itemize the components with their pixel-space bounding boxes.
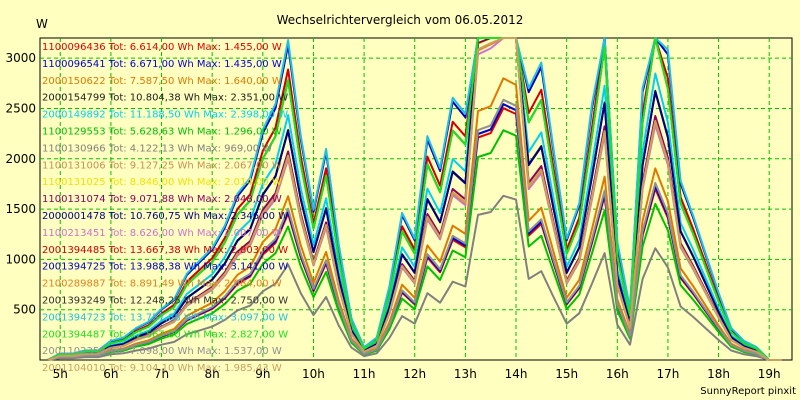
legend-entry-2001102358: 2001102358 Tot: 7.098,00 Wh Max: 1.537,0… [42, 346, 282, 357]
x-tick-label: 14h [505, 367, 528, 381]
legend-entry-2001394487: 2001394487 Tot: 12.567,00 Wh Max: 2.827,… [42, 329, 288, 340]
series-line-2001394487 [47, 37, 782, 361]
legend-entry-1100096436: 1100096436 Tot: 6.614,00 Wh Max: 1.455,0… [42, 42, 282, 53]
x-tick-label: 10h [302, 367, 325, 381]
x-tick-label: 7h [154, 367, 169, 381]
legend-entry-2001394723: 2001394723 Tot: 13.757,88 Wh Max: 3.097,… [42, 312, 288, 323]
series-line-2000150622 [47, 77, 782, 361]
x-tick-label: 8h [205, 367, 220, 381]
legend-entry-1100129553: 1100129553 Tot: 5.628,63 Wh Max: 1.296,0… [42, 127, 282, 138]
x-tick-label: 6h [103, 367, 118, 381]
legend-entry-1100131025: 1100131025 Tot: 8.846,00 Wh Max: 2.014,0… [42, 177, 282, 188]
legend-entry-1100213451: 1100213451 Tot: 8.626,00 Wh Max: 2.007,0… [42, 228, 282, 239]
x-tick-label: 5h [53, 367, 68, 381]
x-tick-label: 18h [707, 367, 730, 381]
legend-entry-2100289887: 2100289887 Tot: 8.891,49 Wh Max: 2.084,0… [42, 279, 282, 290]
x-tick-label: 13h [454, 367, 477, 381]
y-axis-unit-label: W [36, 17, 48, 31]
legend-entry-1100130966: 1100130966 Tot: 4.122,13 Wh Max: 969,00 … [42, 143, 272, 154]
series-line-2001394723 [47, 37, 782, 361]
legend-entry-2000150622: 2000150622 Tot: 7.587,50 Wh Max: 1.640,0… [42, 76, 282, 87]
x-tick-label: 16h [606, 367, 629, 381]
x-tick-label: 19h [758, 367, 781, 381]
y-tick-label: 1500 [5, 202, 36, 216]
legend-entry-2000154799: 2000154799 Tot: 10.804,38 Wh Max: 2.351,… [42, 93, 288, 104]
legend-entry-2000149892: 2000149892 Tot: 11.188,50 Wh Max: 2.398,… [42, 110, 288, 121]
legend-entry-1100131006: 1100131006 Tot: 9.127,25 Wh Max: 2.067,0… [42, 160, 282, 171]
legend-entry-1100131074: 1100131074 Tot: 9.071,88 Wh Max: 2.048,0… [42, 194, 282, 205]
y-tick-label: 2500 [5, 101, 36, 115]
legend-entry-2001394485: 2001394485 Tot: 13.667,38 Wh Max: 2.803,… [42, 245, 288, 256]
y-tick-label: 3000 [5, 51, 36, 65]
x-tick-label: 12h [403, 367, 426, 381]
x-tick-label: 9h [255, 367, 270, 381]
series-line-2001104010 [47, 37, 782, 361]
x-tick-label: 17h [656, 367, 679, 381]
legend-entry-2000001478: 2000001478 Tot: 10.760,75 Wh Max: 2.346,… [42, 211, 288, 222]
footer-credit: SunnyReport pinxit [700, 386, 796, 397]
series-line-1100130966 [47, 194, 782, 361]
legend-entry-2001104010: 2001104010 Tot: 9.104,10 Wh Max: 1.985,4… [42, 363, 282, 374]
legend-entry-1100096541: 1100096541 Tot: 6.671,00 Wh Max: 1.435,0… [42, 59, 282, 70]
series-line-2000149892 [47, 37, 782, 361]
legend: 1100096436 Tot: 6.614,00 Wh Max: 1.455,0… [42, 42, 288, 374]
x-tick-labels: 5h 6h 7h 8h 9h 10h 11h 12h 13h 14h 15h 16h 17h 18h 19h [53, 367, 781, 381]
x-tick-label: 15h [555, 367, 578, 381]
series-line-2000001478 [47, 37, 782, 361]
legend-entry-2001394725: 2001394725 Tot: 13.988,38 Wh Max: 3.141,… [42, 262, 288, 273]
y-tick-label: 2000 [5, 152, 36, 166]
x-tick-label: 11h [353, 367, 376, 381]
chart-title: Wechselrichtervergleich vom 06.05.2012 [277, 13, 524, 27]
y-tick-label: 500 [13, 303, 36, 317]
legend-entry-2001393249: 2001393249 Tot: 12.248,25 Wh Max: 2.750,… [42, 296, 288, 307]
y-tick-label: 1000 [5, 252, 36, 266]
series-line-2001102358 [47, 98, 782, 361]
y-tick-labels: 500 1000 1500 2000 2500 3000 [5, 51, 36, 317]
series-lines [47, 37, 782, 361]
series-line-1100129553 [47, 129, 782, 361]
